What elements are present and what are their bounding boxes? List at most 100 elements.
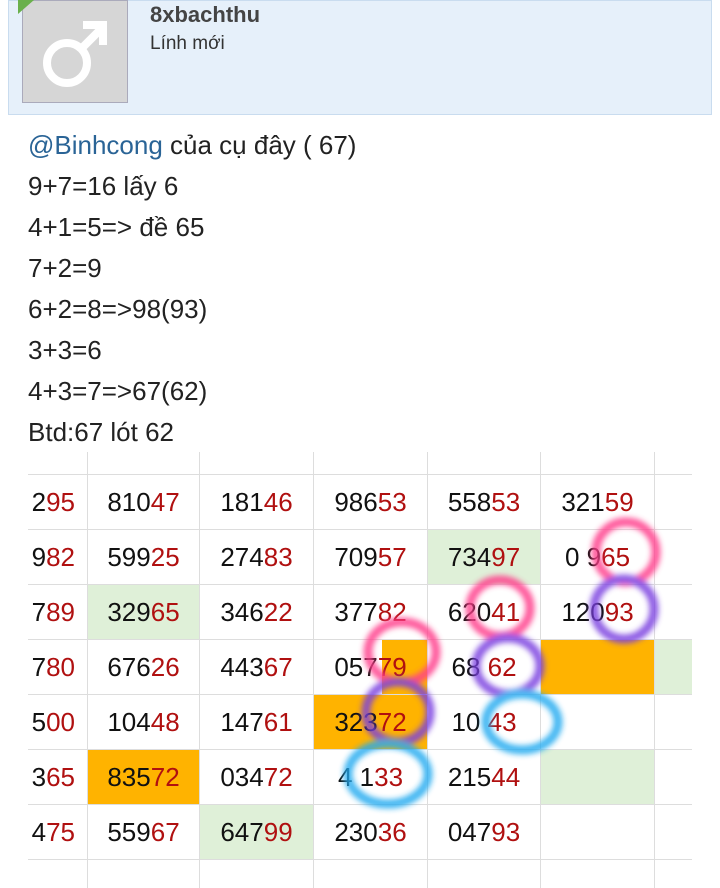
table-cell: 44367 [200,640,314,695]
table-cell: 789 [28,585,88,640]
digits: 346 [220,597,264,627]
last-digits: 99 [263,817,293,847]
table-cell [655,475,692,530]
digits: 4 [31,817,47,847]
post-line: 3+3=6 [28,335,102,365]
table-cell [314,452,428,475]
digits: 181 [220,487,264,517]
digits: 230 [334,817,378,847]
table-cell [314,860,428,888]
table-cell: 982 [28,530,88,585]
table-cell [655,530,692,585]
table-cell: 32159 [541,475,655,530]
table-cell: 55967 [88,805,200,860]
table-cell [541,695,655,750]
last-digits: 33 [374,762,404,792]
digits: 810 [107,487,151,517]
avatar[interactable] [22,0,128,103]
digits: 215 [447,762,492,792]
digits: 034 [220,762,264,792]
digits: 147 [220,707,264,737]
digits: 835 [107,762,151,792]
digits: 599 [107,542,151,572]
table-cell: 03472 [200,750,314,805]
last-digits: 41 [491,597,521,627]
last-digits: 25 [150,542,180,572]
digits: 558 [447,487,492,517]
username[interactable]: 8xbachthu [150,2,261,27]
table-cell [655,585,692,640]
table-cell [428,452,541,475]
table-cell: 81047 [88,475,200,530]
digits: 986 [334,487,378,517]
last-digits: 62 [487,652,517,682]
last-digits: 75 [46,817,75,847]
last-digits: 53 [491,487,521,517]
table-cell [655,695,692,750]
digits: 321 [561,487,605,517]
table-cell [655,750,692,805]
table-cell [28,860,88,888]
last-digits: 93 [491,817,521,847]
last-digits: 82 [46,542,75,572]
digits: 7 [31,652,47,682]
digits: 559 [107,817,151,847]
table-cell [200,452,314,475]
corner-mark [18,0,34,14]
result-table-image: 295 81047 18146 98653 55853 32159 982 59925 2748… [28,452,692,888]
table-cell: 59925 [88,530,200,585]
table-cell: 500 [28,695,88,750]
table-cell [541,860,655,888]
digits: 047 [447,817,492,847]
table-cell [200,860,314,888]
table-cell: 55853 [428,475,541,530]
table-cell [655,805,692,860]
table-cell [88,452,200,475]
last-digits: 57 [377,542,407,572]
last-digits: 59 [604,487,634,517]
table-cell: 67626 [88,640,200,695]
digits: 676 [107,652,151,682]
table-cell [541,452,655,475]
handwriting [343,517,661,809]
table-cell [541,640,655,695]
table-cell [88,860,200,888]
last-digits: 44 [491,762,521,792]
last-digits: 97 [491,542,521,572]
last-digits: 47 [150,487,180,517]
table-cell: 34622 [200,585,314,640]
last-digits: 46 [263,487,293,517]
table-cell: 73497 [428,530,541,585]
digits: 329 [107,597,151,627]
table-cell: 295 [28,475,88,530]
last-digits: 80 [46,652,75,682]
last-digits: 72 [377,707,407,737]
digits: 9 [31,542,47,572]
digits: 7 [31,597,47,627]
table-cell: 23036 [314,805,428,860]
mention[interactable]: @Binhcong [28,130,163,160]
last-digits: 89 [46,597,75,627]
last-digits: 22 [263,597,293,627]
last-digits: 72 [150,762,180,792]
last-digits: 65 [601,542,631,572]
table-cell [28,452,88,475]
last-digits: 95 [46,487,75,517]
table-cell [541,805,655,860]
table-cell: 32965 [88,585,200,640]
last-digits: 00 [46,707,75,737]
table-cell: 21544 [428,750,541,805]
table-cell: 70957 [314,530,428,585]
user-rank: Lính mới [150,33,225,54]
last-digits: 72 [263,762,293,792]
last-digits: 61 [263,707,293,737]
digits: 709 [334,542,378,572]
post-line: 4+3=7=>67(62) [28,376,208,406]
table-cell: 83572 [88,750,200,805]
table-cell: 64799 [200,805,314,860]
digits: 443 [220,652,264,682]
last-digits: 83 [263,542,293,572]
post-line: 6+2=8=>98(93) [28,294,208,324]
table-cell: 14761 [200,695,314,750]
